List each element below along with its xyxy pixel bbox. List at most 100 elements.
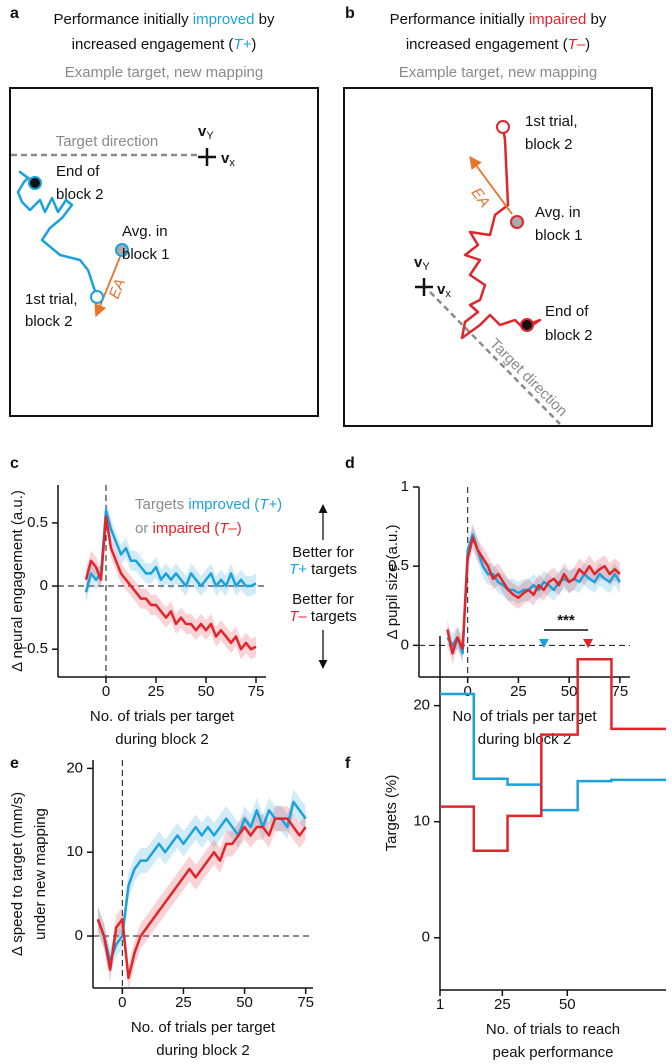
text-segment: T– — [289, 608, 307, 625]
x-tick-label: 25 — [175, 994, 192, 1011]
text-segment: T+ — [289, 561, 307, 578]
average-label: Avg. in — [122, 223, 168, 240]
ea-arrow — [94, 256, 121, 318]
legend-text: Targets improved (T+) — [135, 496, 282, 513]
legend-text: or impaired (T–) — [135, 520, 242, 537]
velocity-symbol: v — [221, 150, 230, 167]
annotation-text: Better for — [292, 544, 354, 561]
series-line — [84, 509, 257, 593]
ea-label: EA — [468, 185, 494, 211]
x-axis-label: peak performance — [493, 1044, 614, 1061]
average-label: Avg. in — [535, 204, 581, 221]
y-axis-label: Δ pupil size (a.u.) — [384, 524, 401, 639]
error-band — [86, 506, 256, 660]
text-segment: targets — [307, 561, 357, 578]
x-tick-label: 50 — [236, 994, 253, 1011]
text-segment: ) — [585, 36, 590, 53]
x-tick-label: 1 — [436, 996, 444, 1013]
series-line — [96, 800, 307, 963]
y-tick-label: 0 — [75, 927, 83, 944]
y-axis-label: Targets (%) — [383, 775, 400, 852]
ea-label: EA — [106, 276, 129, 301]
target-cross — [415, 278, 433, 296]
trajectory-box — [343, 87, 653, 427]
velocity-symbol: v — [198, 123, 207, 140]
text-segment: Better for — [292, 544, 354, 561]
end-label: End of — [545, 303, 589, 320]
velocity-label: vY — [198, 123, 214, 142]
x-tick-label: 50 — [559, 996, 576, 1013]
trajectory-box — [9, 87, 319, 417]
x-tick-label: 0 — [118, 994, 126, 1011]
annotation-text: T+ targets — [289, 561, 357, 578]
y-axis-label: Δ neural engagement (a.u.) — [9, 490, 26, 672]
annotation-text: T– targets — [289, 608, 357, 625]
text-segment: increased engagement ( — [72, 36, 234, 53]
y-tick-label: 0.5 — [27, 514, 48, 531]
target-direction-label: Target direction — [486, 335, 571, 420]
panel-letter: d — [345, 455, 355, 472]
x-tick-label: 25 — [494, 996, 511, 1013]
x-tick-label: 75 — [612, 683, 629, 700]
y-axis-label: Δ speed to target (mm/s) — [9, 792, 26, 956]
histogram-step — [440, 657, 666, 852]
first-trial-label: block 2 — [25, 313, 73, 330]
x-axis-label: during block 2 — [156, 1042, 249, 1059]
velocity-symbol: v — [437, 281, 446, 298]
x-tick-label: 0 — [102, 683, 110, 700]
text-segment: by — [254, 11, 275, 28]
x-axis-label: No. of trials per target — [90, 708, 235, 725]
text-segment: ) — [251, 36, 256, 53]
y-tick-label: 20 — [66, 759, 83, 776]
x-axis-label: No. of trials to reach — [486, 1021, 620, 1038]
text-segment: targets — [307, 608, 357, 625]
y-tick-label: −0.5 — [18, 640, 48, 657]
series-line — [96, 817, 307, 980]
text-segment: improved — [193, 11, 255, 28]
x-axis-label: during block 2 — [115, 731, 208, 748]
y-tick-label: 10 — [66, 843, 83, 860]
series-line — [446, 536, 621, 655]
y-tick-label: 0 — [422, 929, 430, 946]
x-tick-label: 75 — [297, 994, 314, 1011]
velocity-label: vx — [221, 150, 235, 169]
text-segment: ) — [277, 496, 282, 513]
error-band — [97, 789, 306, 974]
average-label: block 1 — [122, 246, 170, 263]
x-tick-label: 25 — [148, 683, 165, 700]
panel-letter: a — [10, 5, 19, 22]
x-tick-label: 50 — [198, 683, 215, 700]
x-axis-label: No. of trials per target — [452, 708, 597, 725]
end-label: End of — [56, 163, 100, 180]
text-segment: Targets — [135, 496, 188, 513]
text-segment: ) — [237, 520, 242, 537]
trajectory — [460, 126, 542, 340]
average-marker — [115, 243, 129, 257]
target-cross — [198, 148, 216, 166]
y-tick-label: 0 — [40, 577, 48, 594]
x-tick-label: 0 — [464, 683, 472, 700]
end-label: block 2 — [56, 186, 104, 203]
panel-letter: b — [345, 5, 355, 22]
average-marker — [510, 215, 524, 229]
text-segment: T+ — [233, 36, 251, 53]
panel-title: Performance initially impaired by — [390, 11, 607, 28]
significance-label: *** — [557, 612, 575, 629]
y-tick-label: 10 — [413, 813, 430, 830]
text-segment: T+ — [259, 496, 277, 513]
text-segment: Performance initially — [390, 11, 529, 28]
first-trial-marker — [496, 120, 510, 134]
end-marker — [520, 318, 534, 332]
panel-letter: f — [345, 755, 351, 772]
panel-letter: e — [10, 755, 19, 772]
text-segment: by — [586, 11, 607, 28]
trajectory — [16, 170, 99, 298]
panel-letter: c — [10, 455, 19, 472]
y-tick-label: 20 — [413, 697, 430, 714]
text-segment: T– — [568, 36, 586, 53]
first-trial-label: 1st trial, — [25, 291, 78, 308]
median-marker — [538, 639, 549, 648]
text-segment: improved ( — [188, 496, 259, 513]
